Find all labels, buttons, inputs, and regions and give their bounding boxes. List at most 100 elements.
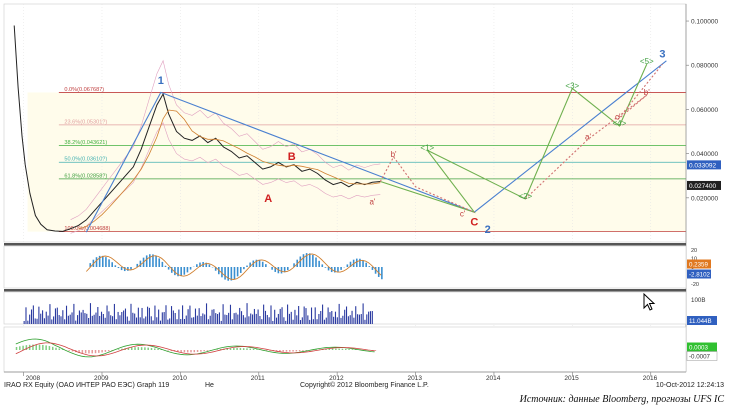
volume-bar (288, 313, 290, 324)
volume-bar (255, 313, 257, 324)
volume-bar (137, 307, 139, 324)
volume-bar (128, 320, 130, 324)
macd-hist-bar (298, 350, 301, 352)
fib-level-label: 0.0%(0.067687) (64, 87, 104, 93)
volume-bar (161, 312, 163, 324)
volume-bar (301, 317, 303, 324)
volume-bar (88, 317, 90, 324)
volume-bar (261, 319, 263, 324)
volume-bar (322, 304, 324, 324)
volume-bar (235, 312, 237, 324)
volume-bar (191, 317, 193, 324)
volume-bar (34, 318, 36, 324)
volume-bar (369, 311, 372, 324)
macd-hist-bar (285, 350, 288, 352)
oscillator-bar (374, 267, 377, 274)
volume-bar (51, 319, 53, 324)
oscillator-bar (346, 264, 349, 267)
volume-bar (342, 315, 344, 324)
oscillator-bar (236, 267, 239, 277)
volume-bar (29, 314, 31, 324)
oscillator-bar (324, 267, 327, 268)
wave-label: c' (615, 112, 621, 121)
volume-bar (231, 319, 233, 324)
oscillator-bar (315, 257, 317, 267)
macd-hist-bar (338, 348, 340, 350)
macd-hist-bar (196, 350, 199, 352)
oscillator-bar (127, 267, 129, 271)
oscillator-bar (214, 267, 217, 271)
oscillator-bar (271, 267, 273, 270)
volume-bar (233, 313, 235, 324)
volume-bar (209, 315, 211, 324)
volume-bar (145, 316, 147, 324)
volume-bar (102, 314, 104, 324)
macd-hist-bar (170, 350, 173, 352)
oscillator-bar (243, 267, 245, 270)
oscillator-bar (123, 267, 126, 272)
volume-bar (25, 307, 27, 324)
macd-hist-bar (147, 347, 149, 350)
oscillator-bar (308, 253, 311, 267)
y-tick-label: 0.060000 (691, 107, 718, 114)
panel-divider (4, 243, 686, 246)
wave-label: C (470, 216, 478, 228)
volume-bar (67, 315, 69, 324)
fib-level-label: 61.8%(0.02858?) (64, 173, 107, 179)
volume-bar (248, 316, 250, 324)
x-tick-label: 2013 (408, 375, 423, 382)
volume-bar (49, 304, 51, 324)
volume-bar (106, 305, 108, 324)
macd-value-box (687, 342, 717, 352)
macd-hist-bar (295, 350, 298, 352)
oscillator-bar (108, 259, 110, 267)
macd-hist-bar (88, 350, 90, 354)
volume-bar (165, 305, 167, 324)
macd-hist-bar (246, 348, 248, 350)
volume-bar (364, 319, 366, 324)
oscillator-value-box (687, 269, 711, 279)
macd-hist-bar (45, 345, 47, 350)
volume-bar (86, 313, 88, 324)
volume-bar (246, 303, 248, 324)
footer-mid-text: Не (205, 382, 214, 389)
volume-bar (268, 317, 270, 324)
volume-bar (115, 319, 117, 324)
oscillator-bar (208, 264, 211, 267)
volume-bar (69, 314, 71, 324)
wave-label: <2> (518, 192, 532, 201)
volume-bar (23, 321, 25, 324)
oscillator-bar (327, 267, 330, 271)
macd-hist-bar (22, 345, 24, 350)
oscillator-bar (174, 267, 176, 276)
macd-hist-bar (38, 344, 41, 350)
volume-bar (228, 312, 230, 324)
macd-hist-bar (111, 350, 113, 351)
oscillator-value-label: 0.2359 (689, 262, 708, 269)
macd-hist-bar (25, 345, 28, 350)
volume-bar (42, 310, 44, 324)
volume-bar (158, 309, 160, 324)
volume-bar (355, 306, 357, 324)
volume-bar (80, 312, 82, 324)
volume-bar (334, 311, 337, 324)
volume-bar (170, 306, 173, 324)
macd-signal (15, 342, 375, 357)
current-value-box (687, 160, 721, 170)
volume-bar (211, 309, 213, 324)
volume-bar (310, 307, 313, 324)
macd-hist-bar (335, 348, 337, 350)
volume-bar (303, 306, 305, 324)
volume-bar (110, 315, 112, 324)
volume-bar (56, 307, 58, 324)
wave-label: 2 (485, 224, 491, 236)
mouse-pointer-icon (643, 293, 656, 311)
volume-bar (172, 310, 174, 324)
volume-bar (123, 310, 125, 324)
wave-label: B (288, 151, 296, 163)
volume-bar (252, 314, 254, 324)
current-value-box (687, 180, 721, 190)
volume-bar (187, 309, 189, 324)
volume-bar (124, 308, 127, 324)
oscillator-bar (89, 263, 92, 267)
